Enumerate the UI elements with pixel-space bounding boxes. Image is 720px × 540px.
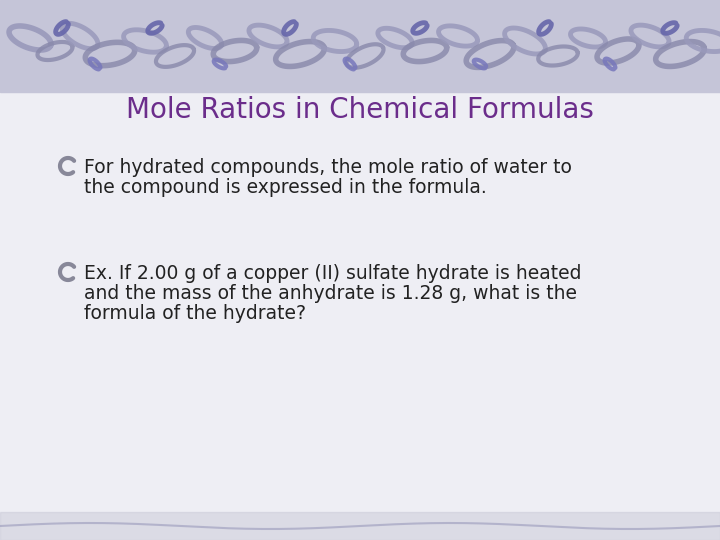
- Text: the compound is expressed in the formula.: the compound is expressed in the formula…: [84, 178, 487, 197]
- Text: formula of the hydrate?: formula of the hydrate?: [84, 304, 306, 323]
- Text: and the mass of the anhydrate is 1.28 g, what is the: and the mass of the anhydrate is 1.28 g,…: [84, 284, 577, 303]
- Bar: [0, 512, 720, 540]
- Bar: [0, 0, 720, 92]
- Text: Mole Ratios in Chemical Formulas: Mole Ratios in Chemical Formulas: [126, 96, 594, 124]
- Text: For hydrated compounds, the mole ratio of water to: For hydrated compounds, the mole ratio o…: [84, 158, 572, 177]
- Text: Ex. If 2.00 g of a copper (II) sulfate hydrate is heated: Ex. If 2.00 g of a copper (II) sulfate h…: [84, 264, 582, 283]
